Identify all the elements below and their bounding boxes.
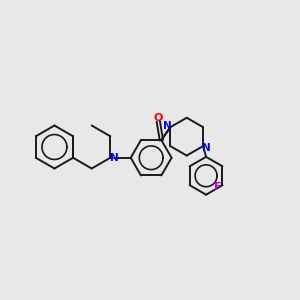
Text: N: N (110, 153, 118, 163)
Text: O: O (154, 113, 163, 123)
Text: N: N (163, 121, 172, 131)
Text: F: F (214, 182, 222, 192)
Text: N: N (202, 142, 211, 153)
